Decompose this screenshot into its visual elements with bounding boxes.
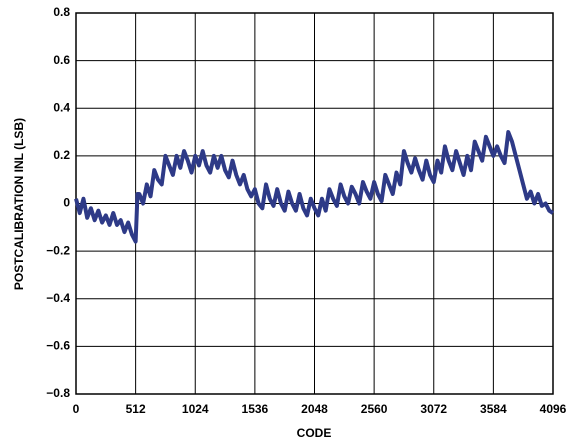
y-tick-label: −0.8 <box>46 386 70 400</box>
x-tick-label: 0 <box>73 402 80 416</box>
x-tick-label: 1536 <box>242 402 269 416</box>
x-axis-label: CODE <box>297 426 332 440</box>
y-tick-label: −0.4 <box>46 291 70 305</box>
y-tick-label: 0.6 <box>53 53 70 67</box>
y-tick-label: −0.6 <box>46 339 70 353</box>
x-tick-label: 2560 <box>361 402 388 416</box>
y-tick-label: 0.8 <box>53 5 70 19</box>
y-tick-label: 0 <box>63 196 70 210</box>
y-tick-label: −0.2 <box>46 243 70 257</box>
y-axis-label: POSTCALIBRATION INL (LSB) <box>12 118 26 290</box>
x-tick-label: 4096 <box>540 402 567 416</box>
x-tick-label: 3584 <box>480 402 507 416</box>
y-tick-label: 0.4 <box>53 100 70 114</box>
x-tick-label: 512 <box>126 402 146 416</box>
y-tick-label: 0.2 <box>53 148 70 162</box>
x-tick-label: 3072 <box>420 402 447 416</box>
x-tick-label: 2048 <box>301 402 328 416</box>
data-line <box>74 130 555 244</box>
x-tick-label: 1024 <box>182 402 209 416</box>
